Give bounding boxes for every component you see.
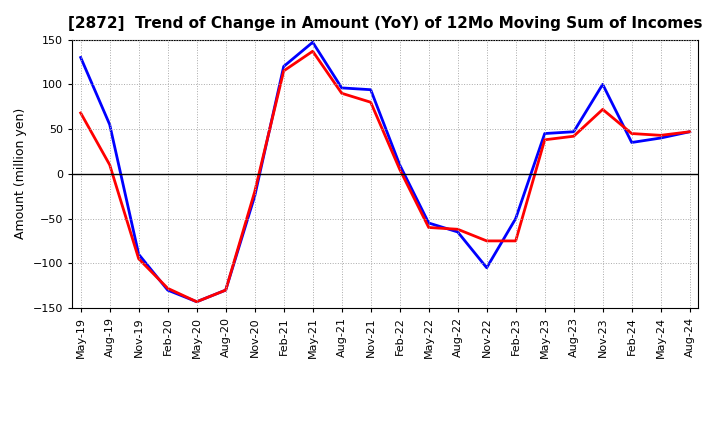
Net Income bbox=[511, 238, 520, 244]
Ordinary Income bbox=[221, 287, 230, 293]
Net Income bbox=[424, 225, 433, 230]
Ordinary Income bbox=[541, 131, 549, 136]
Ordinary Income bbox=[424, 220, 433, 226]
Ordinary Income bbox=[135, 252, 143, 257]
Line: Net Income: Net Income bbox=[81, 51, 690, 302]
Ordinary Income bbox=[598, 82, 607, 87]
Ordinary Income bbox=[657, 136, 665, 141]
Y-axis label: Amount (million yen): Amount (million yen) bbox=[14, 108, 27, 239]
Net Income bbox=[598, 107, 607, 112]
Ordinary Income bbox=[570, 129, 578, 134]
Ordinary Income bbox=[395, 162, 404, 168]
Net Income bbox=[135, 256, 143, 261]
Net Income bbox=[454, 227, 462, 232]
Net Income bbox=[251, 189, 259, 194]
Net Income bbox=[308, 48, 317, 54]
Net Income bbox=[279, 68, 288, 73]
Net Income bbox=[192, 299, 201, 304]
Net Income bbox=[627, 131, 636, 136]
Line: Ordinary Income: Ordinary Income bbox=[81, 42, 690, 302]
Ordinary Income bbox=[105, 122, 114, 127]
Net Income bbox=[366, 99, 375, 105]
Ordinary Income bbox=[511, 216, 520, 221]
Ordinary Income bbox=[76, 55, 85, 60]
Ordinary Income bbox=[192, 299, 201, 304]
Net Income bbox=[338, 91, 346, 96]
Net Income bbox=[657, 133, 665, 138]
Ordinary Income bbox=[163, 287, 172, 293]
Net Income bbox=[541, 137, 549, 143]
Ordinary Income bbox=[627, 140, 636, 145]
Ordinary Income bbox=[308, 40, 317, 45]
Net Income bbox=[105, 162, 114, 168]
Ordinary Income bbox=[454, 229, 462, 235]
Net Income bbox=[221, 287, 230, 293]
Ordinary Income bbox=[251, 194, 259, 199]
Ordinary Income bbox=[279, 64, 288, 69]
Title: [2872]  Trend of Change in Amount (YoY) of 12Mo Moving Sum of Incomes: [2872] Trend of Change in Amount (YoY) o… bbox=[68, 16, 703, 32]
Net Income bbox=[395, 167, 404, 172]
Ordinary Income bbox=[482, 265, 491, 270]
Ordinary Income bbox=[338, 85, 346, 91]
Net Income bbox=[685, 129, 694, 134]
Ordinary Income bbox=[685, 129, 694, 134]
Net Income bbox=[482, 238, 491, 244]
Net Income bbox=[163, 286, 172, 291]
Net Income bbox=[570, 134, 578, 139]
Net Income bbox=[76, 110, 85, 116]
Ordinary Income bbox=[366, 87, 375, 92]
